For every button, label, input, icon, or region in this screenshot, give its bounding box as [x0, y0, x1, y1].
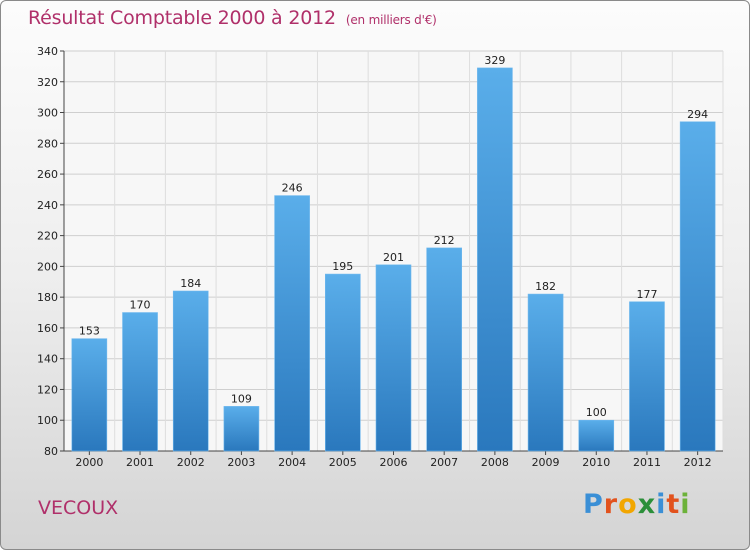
x-tick-label: 2010 [582, 456, 610, 469]
logo-letter: i [656, 489, 667, 520]
y-tick-label: 160 [37, 322, 58, 335]
logo-letter: P [583, 489, 604, 520]
logo-letter: t [666, 489, 681, 520]
bar-2009 [527, 293, 564, 452]
x-tick-label: 2006 [380, 456, 408, 469]
bar-2010 [578, 419, 615, 452]
x-tick-label: 2012 [684, 456, 712, 469]
value-label: 109 [231, 392, 252, 405]
bar-2008 [477, 67, 513, 452]
x-tick-label: 2004 [278, 456, 306, 469]
y-tick-label: 320 [37, 76, 58, 89]
bar-2001 [122, 312, 158, 452]
value-label: 212 [434, 234, 455, 247]
bar-2000 [71, 338, 108, 452]
x-tick-label: 2001 [126, 456, 154, 469]
value-label: 201 [383, 251, 404, 264]
y-tick-label: 260 [37, 168, 58, 181]
bar-2012 [679, 121, 716, 452]
x-tick-label: 2003 [227, 456, 255, 469]
bar-2005 [325, 273, 361, 452]
bar-2002 [172, 290, 209, 452]
y-tick-label: 280 [37, 137, 58, 150]
y-tick-label: 100 [37, 414, 58, 427]
chart-title-text: Résultat Comptable 2000 à 2012 [28, 7, 336, 29]
bars [71, 67, 716, 452]
y-tick-label: 340 [37, 45, 58, 58]
chart-subtitle: (en milliers d'€) [345, 13, 437, 27]
x-tick-label: 2011 [633, 456, 661, 469]
bar-2007 [426, 247, 462, 452]
logo-letter: i [680, 489, 691, 520]
bar-2006 [375, 264, 412, 452]
value-label: 153 [79, 325, 100, 338]
proxiti-logo: Proxiti [583, 489, 691, 520]
value-label: 170 [130, 299, 151, 312]
value-label: 294 [687, 108, 708, 121]
y-tick-label: 220 [37, 230, 58, 243]
x-tick-label: 2009 [532, 456, 560, 469]
y-tick-label: 180 [37, 291, 58, 304]
logo-letter: x [637, 489, 657, 520]
value-label: 182 [535, 280, 556, 293]
y-tick-label: 300 [37, 107, 58, 120]
logo-letter: o [618, 489, 638, 520]
x-tick-label: 2002 [177, 456, 205, 469]
y-tick-label: 200 [37, 260, 58, 273]
bar-2011 [629, 301, 665, 452]
chart-title: Résultat Comptable 2000 à 2012 (en millie… [28, 7, 437, 29]
value-label: 329 [484, 54, 505, 67]
value-label: 195 [332, 260, 353, 273]
bar-2003 [223, 406, 260, 452]
x-tick-label: 2008 [481, 456, 509, 469]
x-tick-label: 2005 [329, 456, 357, 469]
labels: 80 100 120 140 160 180 200 220 240 260 280 300 320 34… [37, 45, 712, 469]
value-label: 100 [586, 406, 607, 419]
y-tick-label: 120 [37, 383, 58, 396]
x-tick-label: 2007 [430, 456, 458, 469]
logo-letter: r [603, 489, 619, 520]
y-tick-label: 240 [37, 199, 58, 212]
bar-2004 [274, 195, 310, 452]
y-tick-label: 140 [37, 353, 58, 366]
value-label: 246 [282, 182, 303, 195]
value-label: 177 [636, 288, 657, 301]
value-label: 184 [180, 277, 201, 290]
x-tick-label: 2000 [75, 456, 103, 469]
commune-name: VECOUX [38, 497, 119, 519]
y-tick-label: 80 [44, 445, 58, 458]
